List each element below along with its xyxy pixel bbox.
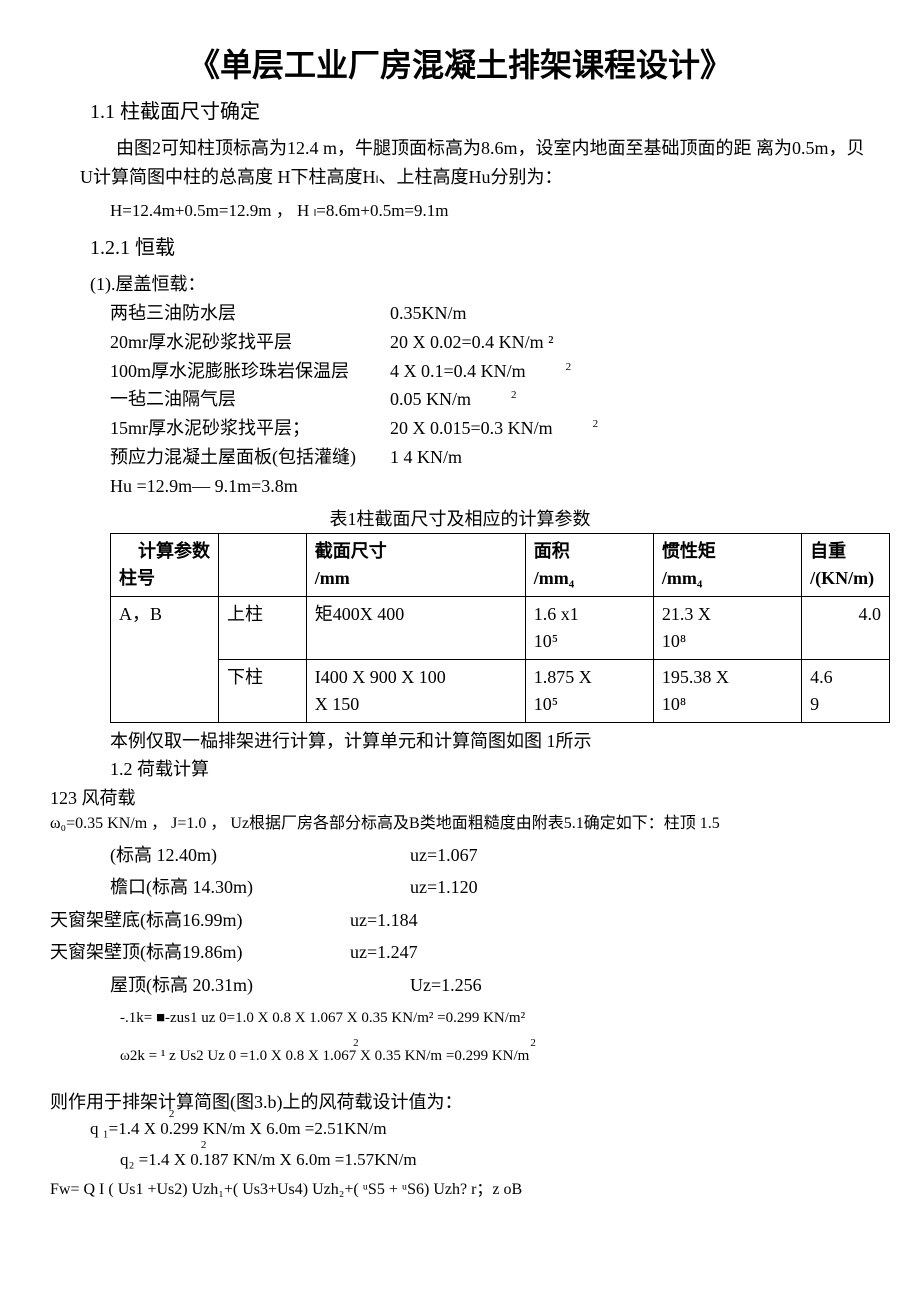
th-col-no: 柱号 [119,565,210,592]
wind-val: uz=1.247 [350,936,418,968]
cell-text: 195.38 X 10⁸ [662,667,729,714]
cell: 195.38 X 10⁸ [653,659,801,722]
fw-formula: Fw= Q I ( Us1 +Us2) Uzh₁+( Us3+Us4) Uzh₂… [50,1175,870,1199]
wind-row: 檐口(标高 14.30m)uz=1.120 [110,871,870,903]
load-label: 100m厚水泥膨胀珍珠岩保温层 [110,357,390,386]
sup-2: 2 [511,389,517,401]
cell: 21.3 X 10⁸ [653,596,801,659]
load-row: 两毡三油防水层0.35KN/m [110,299,870,328]
sup-q1: 2 [169,1108,175,1120]
load-row: Hu =12.9m— 9.1m=3.8m [110,472,870,501]
load-row: 100m厚水泥膨胀珍珠岩保温层4 X 0.1=0.4 KN/m2 [110,357,870,386]
load-row: 20mr厚水泥砂浆找平层20 X 0.02=0.4 KN/m ² [110,328,870,357]
cell-text: 21.3 X 10⁸ [662,604,711,651]
load-label: 预应力混凝土屋面板(包括灌缝) [110,443,390,472]
table-row: 下柱 I400 X 900 X 100 X 150 1.875 X 10⁵ 19… [111,659,890,722]
load-label: 两毡三油防水层 [110,299,390,328]
th-area-text: 面积 /mm₄ [534,541,574,588]
load-row: 预应力混凝土屋面板(包括灌缝)1 4 KN/m [110,443,870,472]
wind-f2: ω2k = ¹ z Us2 Uz 0 =1.0 X 0.8 X 1.067 X … [120,1042,870,1070]
section-1-2: 1.2 荷载计算 [110,755,870,784]
wind-val: uz=1.120 [410,871,478,903]
wind-f1: -.1k= ■-zus1 uz 0=1.0 X 0.8 X 1.067 X 0.… [120,1005,870,1032]
load-value: 20 X 0.015=0.3 KN/m2 [390,414,598,443]
cell: 上柱 [218,596,306,659]
cell-text: 4.6 9 [810,667,833,714]
th-area: 面积 /mm₄ [525,533,653,596]
section-123: 123 风荷载 [50,784,870,810]
th-weight-text: 自重 /(KN/m) [810,541,874,588]
after-table: 本例仅取一榀排架进行计算，计算单元和计算简图如图 1所示 [110,727,870,756]
th-section: 截面尺寸 /mm [306,533,525,596]
wind-loc: 檐口(标高 14.30m) [110,871,410,903]
th-col: 计算参数 柱号 [111,533,219,596]
section-1-2-1: 1.2.1 恒载 [90,232,870,264]
cell-text: 1.875 X 10⁵ [534,667,592,714]
load-value: 0.05 KN/m2 [390,385,517,414]
dead-loads-list: 两毡三油防水层0.35KN/m20mr厚水泥砂浆找平层20 X 0.02=0.4… [50,299,870,501]
section-1-1: 1.1 柱截面尺寸确定 [90,96,870,128]
load-label: Hu =12.9m— 9.1m=3.8m [110,472,390,501]
cell-col-ab: A，B [111,596,219,722]
cell: 1.6 x1 10⁵ [525,596,653,659]
wind-loc: 天窗架壁顶(标高19.86m) [50,936,350,968]
load-value: 4 X 0.1=0.4 KN/m2 [390,357,571,386]
load-label: 15mr厚水泥砂浆找平层； [110,414,390,443]
q2: q₂ =1.4 X 0.187 KN/m X 6.0m =1.57KN/m 2 [120,1145,870,1176]
load-value: 1 4 KN/m [390,443,462,472]
wind-row: 屋顶(标高 20.31m)Uz=1.256 [110,969,870,1001]
param-table: 计算参数 柱号 截面尺寸 /mm 面积 /mm₄ 惯性矩 /mm₄ 自重 /(K… [110,533,890,723]
sup-2: 2 [593,418,599,430]
para-1-1: 由图2可知柱顶标高为12.4 m，牛腿顶面标高为8.6m，设室内地面至基础顶面的… [80,134,870,192]
th-inertia-text: 惯性矩 /mm₄ [662,541,716,588]
th-section-text: 截面尺寸 /mm [315,541,387,588]
wind-val: Uz=1.256 [410,969,482,1001]
load-value: 20 X 0.02=0.4 KN/m ² [390,328,554,357]
sup2b: 2 [530,1037,536,1049]
sub-1: (1).屋盖恒载： [90,270,870,299]
cell: 4.6 9 [802,659,890,722]
wind-rows: (标高 12.40m)uz=1.067檐口(标高 14.30m)uz=1.120… [50,839,870,1001]
load-row: 15mr厚水泥砂浆找平层；20 X 0.015=0.3 KN/m2 [110,414,870,443]
doc-title: 《单层工业厂房混凝土排架课程设计》 [50,40,870,86]
q2-text: q₂ =1.4 X 0.187 KN/m X 6.0m =1.57KN/m [120,1150,417,1169]
sup-q2: 2 [201,1139,207,1151]
cell: 4.0 [802,596,890,659]
th-weight: 自重 /(KN/m) [802,533,890,596]
cell-text: 1.6 x1 10⁵ [534,604,579,651]
load-row: 一毡二油隔气层0.05 KN/m2 [110,385,870,414]
wind-row: 天窗架壁顶(标高19.86m)uz=1.247 [50,936,870,968]
wind-val: uz=1.184 [350,904,418,936]
wind-intro: ω₀=0.35 KN/m ， J=1.0 ， Uz根据厂房各部分标高及B类地面粗… [50,810,870,839]
formula-H: H=12.4m+0.5m=12.9m ， H ₗ=8.6m+0.5m=9.1m [110,196,870,227]
table-header-row: 计算参数 柱号 截面尺寸 /mm 面积 /mm₄ 惯性矩 /mm₄ 自重 /(K… [111,533,890,596]
table-row: A，B 上柱 矩400X 400 1.6 x1 10⁵ 21.3 X 10⁸ 4… [111,596,890,659]
wind-loc: 天窗架壁底(标高16.99m) [50,904,350,936]
cell: 下柱 [218,659,306,722]
cell: I400 X 900 X 100 X 150 [306,659,525,722]
q1-text: q ₁=1.4 X 0.299 KN/m X 6.0m =2.51KN/m [90,1119,387,1138]
th-calc-param: 计算参数 [119,538,210,565]
wind-val: uz=1.067 [410,839,478,871]
table-caption: 表1柱截面尺寸及相应的计算参数 [50,505,870,531]
sup2a: 2 [353,1037,359,1049]
load-value: 0.35KN/m [390,299,467,328]
sup-2: 2 [566,361,572,373]
wind-row: 天窗架壁底(标高16.99m)uz=1.184 [50,904,870,936]
cell-text: I400 X 900 X 100 X 150 [315,667,446,714]
wind-f2-text: ω2k = ¹ z Us2 Uz 0 =1.0 X 0.8 X 1.067 X … [120,1048,529,1064]
th-inertia: 惯性矩 /mm₄ [653,533,801,596]
wind-row: (标高 12.40m)uz=1.067 [110,839,870,871]
cell: 矩400X 400 [306,596,525,659]
cell: 1.875 X 10⁵ [525,659,653,722]
load-label: 20mr厚水泥砂浆找平层 [110,328,390,357]
load-label: 一毡二油隔气层 [110,385,390,414]
wind-loc: 屋顶(标高 20.31m) [110,969,410,1001]
wind-loc: (标高 12.40m) [110,839,410,871]
q1: q ₁=1.4 X 0.299 KN/m X 6.0m =2.51KN/m 2 [90,1114,870,1145]
th-empty [218,533,306,596]
